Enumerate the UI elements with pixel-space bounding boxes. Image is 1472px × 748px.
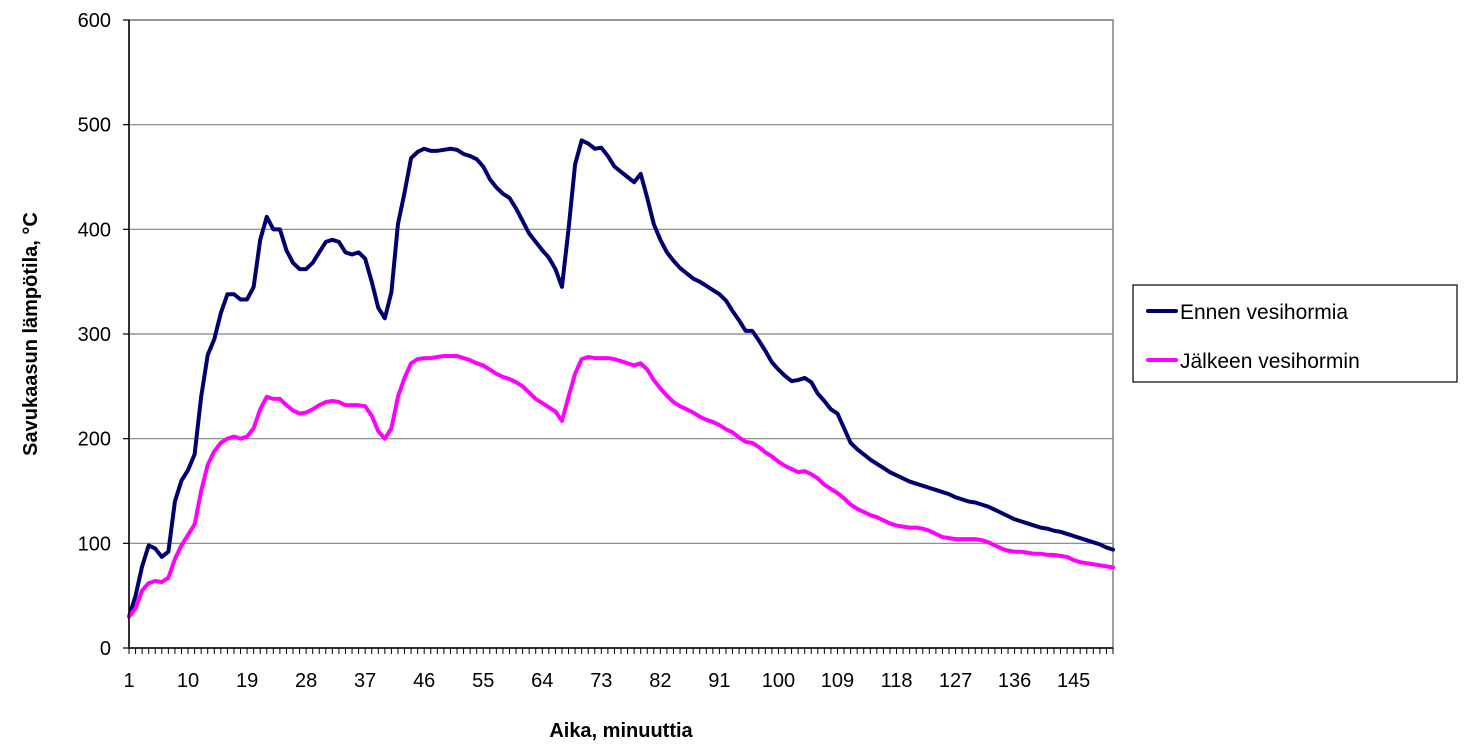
y-tick-label: 400 xyxy=(78,219,111,241)
legend-label-jalkeen: Jälkeen vesihormin xyxy=(1180,350,1360,373)
x-tick-label: 136 xyxy=(998,670,1031,692)
x-tick-label: 145 xyxy=(1057,670,1090,692)
x-axis-title: Aika, minuuttia xyxy=(549,720,693,742)
x-tick-label: 28 xyxy=(295,670,317,692)
legend-box xyxy=(1132,284,1458,383)
y-tick-marks xyxy=(123,19,129,649)
x-tick-marks xyxy=(128,648,1114,654)
x-tick-label: 109 xyxy=(821,670,854,692)
y-axis-title: Savukaasun lämpötila, °C xyxy=(20,212,42,456)
series-line-jalkeen xyxy=(127,353,1115,619)
y-tick-label: 500 xyxy=(78,115,111,137)
x-tick-label: 46 xyxy=(413,670,435,692)
y-tick-labels: 0 100 200 300 400 500 600 xyxy=(78,10,111,660)
grid-lines xyxy=(129,19,1113,544)
x-tick-label: 19 xyxy=(236,670,258,692)
x-tick-label: 37 xyxy=(354,670,376,692)
x-tick-label: 100 xyxy=(762,670,795,692)
y-tick-label: 200 xyxy=(78,429,111,451)
series-line-ennen xyxy=(127,138,1115,619)
x-tick-labels: 1 10 19 28 37 46 55 64 73 82 91 100 109 118 127 136 145 xyxy=(123,670,1090,692)
x-tick-label: 73 xyxy=(590,670,612,692)
x-tick-label: 91 xyxy=(708,670,730,692)
x-tick-label: 55 xyxy=(472,670,494,692)
x-tick-label: 64 xyxy=(531,670,553,692)
x-tick-label: 10 xyxy=(177,670,199,692)
plot-area xyxy=(123,19,1115,654)
x-tick-label: 82 xyxy=(649,670,671,692)
y-tick-label: 600 xyxy=(78,10,111,32)
x-tick-label: 1 xyxy=(123,670,134,692)
x-tick-label: 118 xyxy=(881,670,913,692)
y-tick-label: 100 xyxy=(78,533,111,555)
y-tick-label: 0 xyxy=(100,638,111,660)
x-tick-label: 127 xyxy=(939,670,972,692)
legend: Ennen vesihormia Jälkeen vesihormin xyxy=(1132,284,1458,383)
series-lines xyxy=(127,138,1115,619)
y-tick-label: 300 xyxy=(78,324,111,346)
legend-label-ennen: Ennen vesihormia xyxy=(1180,301,1348,324)
